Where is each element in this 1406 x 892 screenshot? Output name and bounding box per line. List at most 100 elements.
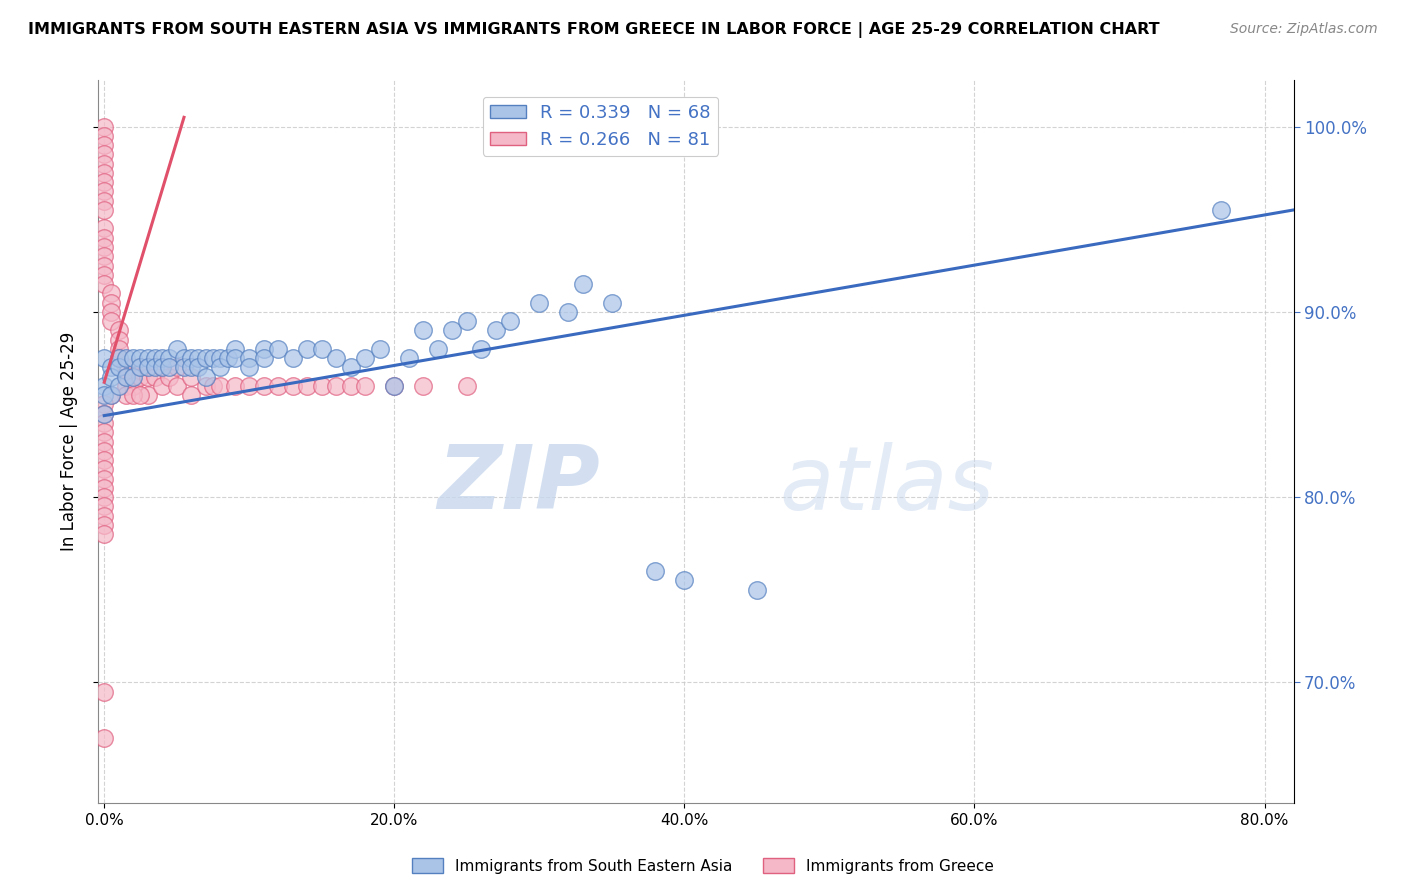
Point <box>187 351 209 366</box>
Point <box>297 342 319 356</box>
Point <box>159 360 181 375</box>
Point <box>253 342 276 356</box>
Point <box>93 472 115 486</box>
Point <box>194 379 217 393</box>
Point <box>93 128 115 143</box>
Point <box>745 582 768 597</box>
Point <box>281 379 304 393</box>
Point <box>93 407 115 421</box>
Point <box>100 314 122 328</box>
Point <box>209 379 232 393</box>
Point <box>93 259 115 273</box>
Point <box>224 342 246 356</box>
Point <box>93 138 115 153</box>
Text: Source: ZipAtlas.com: Source: ZipAtlas.com <box>1230 22 1378 37</box>
Text: IMMIGRANTS FROM SOUTH EASTERN ASIA VS IMMIGRANTS FROM GREECE IN LABOR FORCE | AG: IMMIGRANTS FROM SOUTH EASTERN ASIA VS IM… <box>28 22 1160 38</box>
Point <box>253 379 276 393</box>
Point <box>281 351 304 366</box>
Point <box>150 360 173 375</box>
Point <box>150 351 173 366</box>
Point <box>426 342 449 356</box>
Point <box>253 351 276 366</box>
Point <box>93 185 115 199</box>
Point <box>173 360 195 375</box>
Point <box>93 397 115 411</box>
Text: atlas: atlas <box>779 442 994 528</box>
Point <box>93 147 115 161</box>
Point <box>115 369 138 384</box>
Point <box>1209 202 1232 217</box>
Point <box>382 379 405 393</box>
Point <box>557 305 579 319</box>
Legend: R = 0.339   N = 68, R = 0.266   N = 81: R = 0.339 N = 68, R = 0.266 N = 81 <box>482 96 718 156</box>
Text: ZIP: ZIP <box>437 442 600 528</box>
Point <box>267 379 290 393</box>
Point <box>339 379 361 393</box>
Point <box>412 379 434 393</box>
Point <box>129 360 152 375</box>
Point <box>93 490 115 504</box>
Point <box>93 527 115 541</box>
Point <box>456 379 478 393</box>
Point <box>166 379 188 393</box>
Point <box>93 500 115 514</box>
Point <box>325 379 347 393</box>
Point <box>150 360 173 375</box>
Point <box>93 221 115 235</box>
Point <box>180 351 202 366</box>
Point <box>122 369 145 384</box>
Point <box>93 508 115 523</box>
Point <box>93 407 115 421</box>
Point <box>398 351 420 366</box>
Point <box>136 369 159 384</box>
Point <box>267 342 290 356</box>
Point <box>325 351 347 366</box>
Point <box>297 379 319 393</box>
Point <box>201 379 224 393</box>
Point <box>673 574 696 588</box>
Point <box>194 369 217 384</box>
Point <box>187 360 209 375</box>
Point <box>143 369 166 384</box>
Point <box>93 425 115 440</box>
Point <box>143 351 166 366</box>
Point <box>107 323 129 337</box>
Point <box>93 684 115 698</box>
Point <box>122 351 145 366</box>
Point <box>441 323 464 337</box>
Point <box>93 194 115 208</box>
Point <box>238 379 260 393</box>
Point <box>136 388 159 402</box>
Point <box>201 351 224 366</box>
Point <box>159 351 181 366</box>
Point <box>129 360 152 375</box>
Point <box>107 342 129 356</box>
Point <box>115 379 138 393</box>
Point <box>93 481 115 495</box>
Point <box>93 240 115 254</box>
Point <box>100 360 122 375</box>
Point <box>194 351 217 366</box>
Point <box>93 453 115 467</box>
Point <box>93 731 115 745</box>
Point <box>93 443 115 458</box>
Point <box>93 434 115 449</box>
Point <box>485 323 508 337</box>
Point <box>93 175 115 189</box>
Point <box>93 231 115 245</box>
Point <box>93 462 115 476</box>
Point <box>93 202 115 217</box>
Point <box>107 379 129 393</box>
Point <box>644 564 666 578</box>
Point <box>354 351 377 366</box>
Point <box>107 351 129 366</box>
Point <box>115 369 138 384</box>
Point <box>499 314 522 328</box>
Point <box>93 388 115 402</box>
Point <box>217 351 239 366</box>
Point <box>572 277 595 291</box>
Point <box>209 360 232 375</box>
Point <box>115 388 138 402</box>
Point <box>107 351 129 366</box>
Point <box>93 249 115 263</box>
